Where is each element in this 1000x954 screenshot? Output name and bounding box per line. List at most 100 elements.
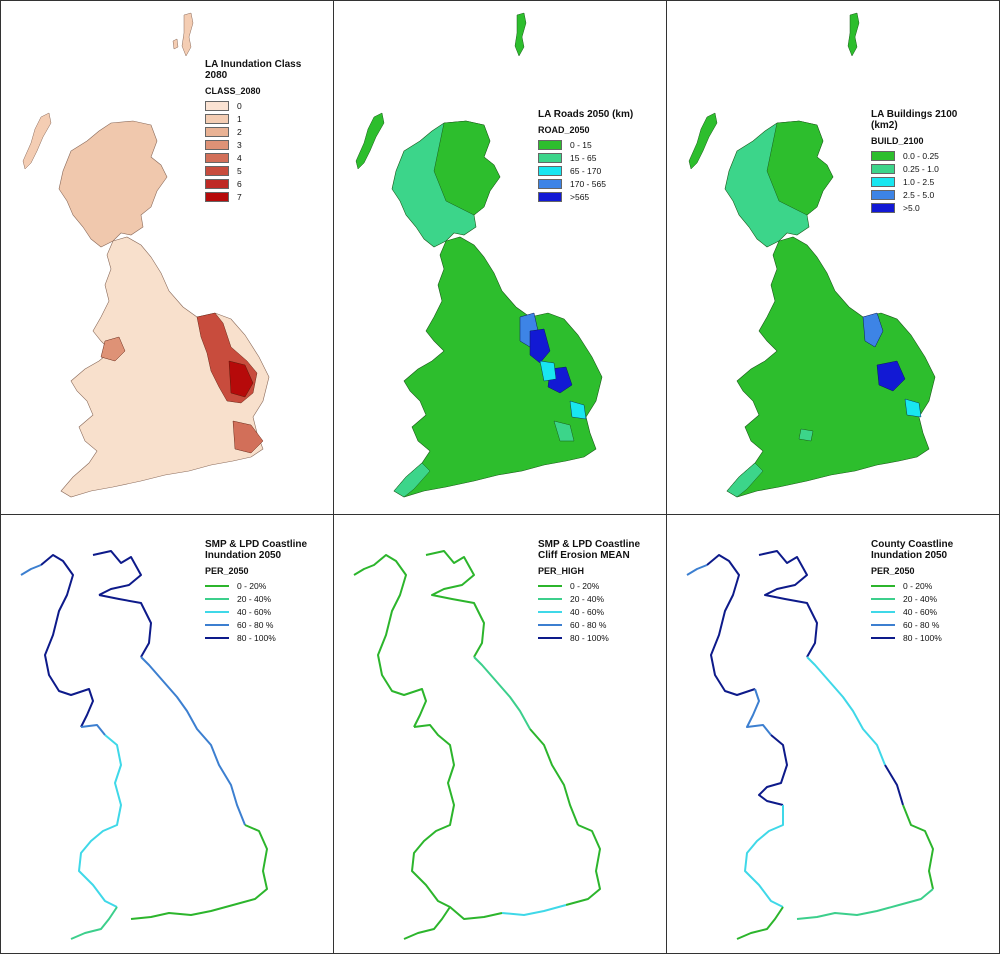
legend-items: 0 - 20% 20 - 40% 40 - 60% 60 - 80 % 80 - 100… bbox=[538, 579, 640, 644]
gb-map-roads bbox=[355, 12, 603, 498]
legend-item: 0.0 - 0.25 bbox=[871, 149, 957, 162]
legend-color-swatch bbox=[205, 152, 229, 163]
legend-line-swatch bbox=[871, 623, 895, 626]
legend-title: LA Buildings 2100 (km2) bbox=[871, 109, 958, 131]
legend-item: 15 - 65 bbox=[538, 151, 633, 164]
legend-color-swatch bbox=[205, 139, 229, 150]
legend-item-label: 60 - 80 % bbox=[570, 619, 607, 630]
legend-item-label: 0 - 15 bbox=[570, 139, 592, 150]
western-isles bbox=[22, 112, 52, 170]
legend-item: 3 bbox=[205, 138, 301, 151]
legend-field: CLASS_2080 bbox=[205, 86, 261, 96]
legend-item: >565 bbox=[538, 190, 633, 203]
legend-item-label: >5.0 bbox=[903, 202, 920, 213]
legend-item-label: 40 - 60% bbox=[903, 606, 938, 617]
legend-item: 0 - 15 bbox=[538, 138, 633, 151]
legend-item: 0 - 20% bbox=[205, 579, 307, 592]
legend-color-swatch bbox=[871, 176, 895, 187]
legend-item-label: 170 - 565 bbox=[570, 178, 606, 189]
gb-map-buildings bbox=[688, 12, 936, 498]
legend-color-swatch bbox=[205, 178, 229, 189]
legend-item: 0 - 20% bbox=[871, 579, 953, 592]
legend-line-swatch bbox=[871, 597, 895, 600]
legend-field: BUILD_2100 bbox=[871, 136, 924, 146]
legend-line-swatch bbox=[205, 636, 229, 639]
legend-color-swatch bbox=[871, 189, 895, 200]
legend-item: 2.5 - 5.0 bbox=[871, 188, 957, 201]
legend-item-label: 60 - 80 % bbox=[237, 619, 274, 630]
legend-color-swatch bbox=[205, 113, 229, 124]
legend-item: 20 - 40% bbox=[538, 592, 640, 605]
legend-item: 2 bbox=[205, 125, 301, 138]
legend-line-swatch bbox=[871, 584, 895, 587]
legend-item-label: 65 - 170 bbox=[570, 165, 602, 176]
legend-items: 0.0 - 0.25 0.25 - 1.0 1.0 - 2.5 2.5 - 5.0 >5… bbox=[871, 149, 957, 214]
legend-item-label: 80 - 100% bbox=[903, 632, 942, 643]
legend-title: SMP & LPD Coastline Cliff Erosion MEAN bbox=[538, 539, 641, 561]
legend-color-swatch bbox=[538, 152, 562, 163]
legend-item: 40 - 60% bbox=[205, 605, 307, 618]
legend-title: SMP & LPD Coastline Inundation 2050 bbox=[205, 539, 308, 561]
legend-item-label: 15 - 65 bbox=[570, 152, 597, 163]
legend-item: 5 bbox=[205, 164, 301, 177]
legend-item: 0.25 - 1.0 bbox=[871, 162, 957, 175]
legend-la-buildings: LA Buildings 2100 (km2) BUILD_2100 0.0 -… bbox=[871, 109, 957, 214]
legend-item-label: 6 bbox=[237, 178, 242, 189]
legend-item-label: 40 - 60% bbox=[570, 606, 605, 617]
legend-color-swatch bbox=[205, 191, 229, 202]
legend-item: 1 bbox=[205, 112, 301, 125]
gb-coastline-inundation bbox=[20, 550, 268, 940]
legend-line-swatch bbox=[538, 636, 562, 639]
legend-line-swatch bbox=[871, 610, 895, 613]
legend-item-label: 0 - 20% bbox=[237, 580, 267, 591]
legend-item-label: 1 bbox=[237, 113, 242, 124]
legend-line-swatch bbox=[205, 623, 229, 626]
legend-items: 0 - 20% 20 - 40% 40 - 60% 60 - 80 % 80 - 100… bbox=[205, 579, 307, 644]
western-isles bbox=[688, 112, 718, 170]
legend-item-label: 80 - 100% bbox=[237, 632, 276, 643]
legend-color-swatch bbox=[205, 126, 229, 137]
legend-color-swatch bbox=[205, 165, 229, 176]
legend-title: County Coastline Inundation 2050 bbox=[871, 539, 954, 561]
gb-county-coastline bbox=[686, 550, 934, 940]
legend-item-label: 4 bbox=[237, 152, 242, 163]
gb-map-inundation-class bbox=[22, 12, 270, 498]
legend-item-label: 7 bbox=[237, 191, 242, 202]
gb-coastline-erosion bbox=[353, 550, 601, 940]
scotland bbox=[58, 120, 168, 248]
legend-title: LA Inundation Class 2080 bbox=[205, 59, 302, 81]
legend-line-swatch bbox=[871, 636, 895, 639]
legend-item-label: 20 - 40% bbox=[570, 593, 605, 604]
legend-item: 65 - 170 bbox=[538, 164, 633, 177]
legend-item-label: 1.0 - 2.5 bbox=[903, 176, 935, 187]
legend-item: 20 - 40% bbox=[871, 592, 953, 605]
legend-line-swatch bbox=[538, 610, 562, 613]
legend-field: PER_HIGH bbox=[538, 566, 585, 576]
legend-item-label: >565 bbox=[570, 191, 590, 202]
panel-smp-erosion: SMP & LPD Coastline Cliff Erosion MEAN P… bbox=[333, 514, 667, 954]
legend-item: 40 - 60% bbox=[538, 605, 640, 618]
legend-color-swatch bbox=[538, 139, 562, 150]
legend-item-label: 2.5 - 5.0 bbox=[903, 189, 935, 200]
legend-item-label: 0.0 - 0.25 bbox=[903, 150, 939, 161]
legend-color-swatch bbox=[205, 100, 229, 111]
legend-items: 0 - 20% 20 - 40% 40 - 60% 60 - 80 % 80 - 100… bbox=[871, 579, 953, 644]
legend-title: LA Roads 2050 (km) bbox=[538, 109, 634, 120]
legend-line-swatch bbox=[538, 584, 562, 587]
legend-item-label: 0 - 20% bbox=[903, 580, 933, 591]
legend-items: 0 1 2 3 4 5 6 7 bbox=[205, 99, 301, 203]
legend-line-swatch bbox=[538, 597, 562, 600]
panel-la-buildings: LA Buildings 2100 (km2) BUILD_2100 0.0 -… bbox=[666, 0, 1000, 515]
legend-item: 60 - 80 % bbox=[205, 618, 307, 631]
scotland bbox=[391, 120, 501, 248]
panel-la-inundation: LA Inundation Class 2080 CLASS_2080 0 1 2 3… bbox=[0, 0, 334, 515]
legend-item: 7 bbox=[205, 190, 301, 203]
legend-item-label: 80 - 100% bbox=[570, 632, 609, 643]
shetland-islands bbox=[172, 12, 194, 57]
panel-smp-inundation: SMP & LPD Coastline Inundation 2050 PER_… bbox=[0, 514, 334, 954]
legend-item: 80 - 100% bbox=[205, 631, 307, 644]
legend-line-swatch bbox=[205, 584, 229, 587]
east-coast-high-buildings bbox=[798, 312, 922, 442]
legend-color-swatch bbox=[871, 202, 895, 213]
